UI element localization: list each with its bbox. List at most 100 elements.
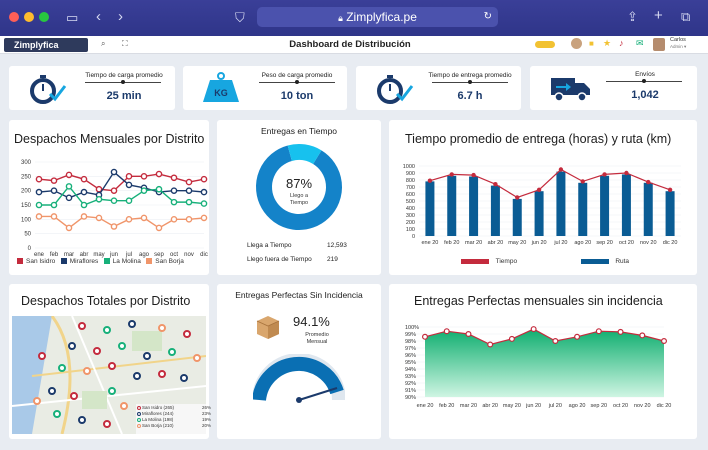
mensual-card: Entregas Perfectas mensuales sin inciden… [389,284,697,439]
sidebar-toggle-icon[interactable]: ▭ [66,10,79,25]
legend-item: Miraflores [60,258,98,265]
y-tick-label: 150 [21,203,32,209]
x-tick-label: oct 20 [613,403,628,409]
y-tick-label: 0 [28,246,32,252]
x-tick-label: sep 20 [591,403,608,409]
x-tick-label: jun 20 [531,240,547,246]
perfectas-label2: Mensual [306,339,328,345]
data-point [200,188,208,196]
area-fill [425,329,664,397]
bar [447,175,457,236]
x-tick-label: sep [154,252,164,258]
data-point [667,187,673,192]
donut-slice [256,145,342,230]
map-legend-pct: 26% [201,405,211,410]
entregas-row1-label: Llega a Tiempo [247,242,292,249]
kpi-value: 10 ton [280,90,314,102]
data-point [110,187,118,194]
back-icon[interactable]: ‹ [96,8,101,25]
data-point [170,216,178,223]
map-legend-pct: 20% [201,423,211,428]
data-point [125,197,133,204]
data-point [50,201,58,209]
y-tick-label: 99% [405,332,416,338]
bar [621,174,631,236]
data-point [624,170,629,176]
y-tick-label: 97% [405,346,416,352]
minimize-window-button[interactable] [24,12,34,22]
star-icon[interactable]: ★ [603,38,612,48]
data-point [185,198,193,206]
x-tick-label: mar 20 [465,240,482,246]
close-window-button[interactable] [9,12,19,22]
user-avatar[interactable] [653,38,665,51]
search-icon[interactable]: ⌕ [101,39,106,48]
data-point [140,187,148,194]
x-tick-label: jul [125,252,132,258]
x-tick-label: ago [139,252,150,258]
reload-icon[interactable]: ↻ [483,11,492,22]
app-logo[interactable]: Zimplyfica [4,38,88,52]
data-point [617,328,624,335]
data-point [65,194,73,202]
forward-icon[interactable]: › [118,8,123,25]
entregas-title: Entregas en Tiempo [260,126,338,136]
y-tick-label: 100 [406,227,415,233]
bar [578,182,588,236]
data-point [200,200,208,207]
maximize-window-button[interactable] [39,12,49,22]
x-tick-label: mar [64,252,74,258]
x-tick-label: ago 20 [574,240,591,246]
avatar-small[interactable] [571,38,582,49]
note-icon[interactable]: ■ [589,39,594,48]
kpi-value: 1,042 [631,89,659,101]
district-map[interactable] [12,316,206,434]
data-point [185,187,193,194]
x-tick-label: nov 20 [640,240,657,246]
data-point [170,198,178,206]
data-point [646,179,651,185]
y-tick-label: 300 [406,213,415,219]
chat-icon[interactable]: ✉ [636,38,644,48]
despachos-legend: San Isidro Miraflores La Molina San Borj… [17,258,184,265]
y-tick-label: 500 [406,199,415,205]
theme-toggle[interactable] [535,41,555,48]
kg-weight-icon: KG [203,72,239,102]
x-tick-label: ene [34,252,45,258]
data-point [449,172,454,177]
data-point [465,330,472,337]
kpi-divider-dot [121,80,125,84]
perfectas-value: 94.1% [293,314,330,329]
tab-overview-icon[interactable]: ⧉ [681,9,691,24]
data-point [421,333,428,340]
map-legend-row: Miraflores (244) 23% [137,411,211,417]
y-tick-label: 300 [21,160,32,166]
data-point [35,201,43,209]
bell-icon[interactable]: ♪ [619,38,624,48]
share-icon[interactable]: ⇪ [627,9,638,24]
legend-item: La Molina [103,258,141,265]
page-title: Dashboard de Distribución [289,39,411,50]
data-point [110,197,118,204]
shield-icon[interactable]: ⛉ [235,10,245,25]
new-tab-icon[interactable]: + [654,7,663,24]
entregas-card: Entregas en Tiempo 87% Llego a Tiempo Ll… [217,120,381,275]
expand-icon[interactable]: ⛶ [122,39,128,48]
y-tick-label: 94% [405,367,416,373]
y-tick-label: 200 [406,220,415,226]
x-tick-label: abr [80,252,89,258]
map-legend-label: La Molina (198) [142,417,174,422]
bar [469,176,479,236]
data-point [508,335,515,342]
user-name: Carlos [670,37,686,43]
x-tick-label: mar 20 [460,403,477,409]
donut-center-label1: Llego a [289,193,309,199]
data-point [580,179,585,184]
kpi-card-load-weight: KG Peso de carga promedio 10 ton [183,66,347,110]
y-tick-label: 91% [405,388,416,394]
x-tick-label: abr 20 [488,240,504,246]
data-point [110,168,118,176]
data-point [50,177,58,184]
address-bar[interactable]: 🔒︎ Zimplyfica.pe ↻ [257,7,498,27]
